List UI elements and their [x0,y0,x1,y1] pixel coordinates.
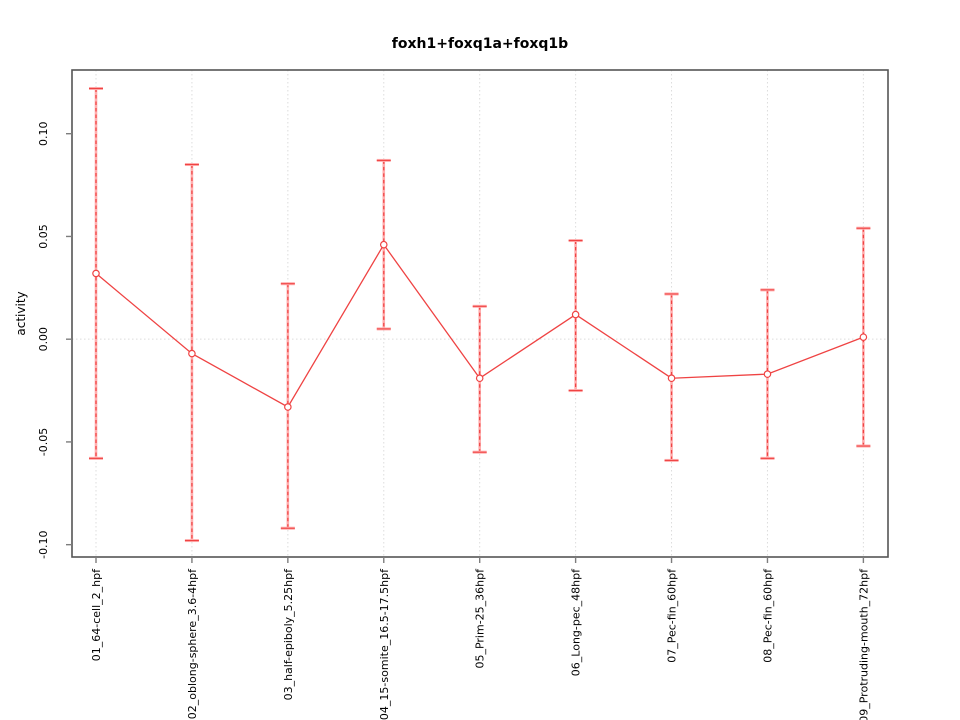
data-point-marker [379,240,388,249]
x-tick-label: 08_Pec-fin_60hpf [761,568,774,663]
y-tick-label: 0.00 [37,327,50,352]
x-tick-label: 05_Prim-25_36hpf [474,568,487,669]
x-tick-label: 02_oblong-sphere_3.6-4hpf [186,568,199,719]
data-point-marker [284,403,292,411]
data-point-marker [92,269,100,278]
x-tick-label: 01_64-cell_2_hpf [90,568,103,661]
data-point-marker [571,310,580,319]
y-axis-label: activity [14,291,28,335]
x-tick-label: 04_15-somite_16.5-17.5hpf [378,568,391,720]
x-tick-label: 06_Long-pec_48hpf [570,568,583,676]
data-point-marker [763,370,772,378]
x-tick-label: 07_Pec-fin_60hpf [666,568,679,663]
y-tick-label: 0.10 [37,121,50,146]
axis-layer: -0.10 -0.05 0.00 0.05 0.10 01_64-cell_2_hpf 02… [37,69,889,720]
data-point-marker [667,374,676,383]
data-point-marker [188,349,196,358]
x-tick-label: 03_half-epiboly_5.25hpf [282,568,295,701]
x-tick-label: 09_Protruding-mouth_72hpf [857,568,870,720]
y-tick-label: -0.10 [37,530,50,558]
data-point-marker [859,333,868,341]
data-layer [89,86,871,543]
chart-title: foxh1+foxq1a+foxq1b [392,36,568,52]
y-tick-label: -0.05 [37,428,50,456]
y-tick-label: 0.05 [37,224,50,249]
data-point-marker [475,374,484,383]
